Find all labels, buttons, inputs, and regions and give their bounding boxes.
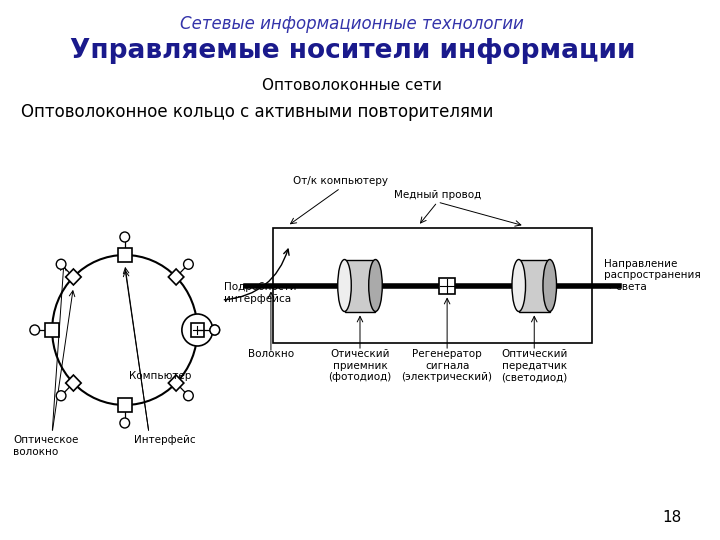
Text: Направление
распространения
→ света: Направление распространения → света xyxy=(604,259,701,292)
Text: Оптическое
волокно: Оптическое волокно xyxy=(14,435,78,457)
Polygon shape xyxy=(168,269,184,285)
Text: Оптоволоконное кольцо с активными повторителями: Оптоволоконное кольцо с активными повтор… xyxy=(21,103,493,121)
Text: Волокно: Волокно xyxy=(248,349,294,359)
Text: Интерфейс: Интерфейс xyxy=(135,435,196,445)
Polygon shape xyxy=(118,398,132,412)
Circle shape xyxy=(184,391,193,401)
Text: Компьютер: Компьютер xyxy=(129,371,191,381)
Polygon shape xyxy=(344,260,376,312)
Polygon shape xyxy=(66,269,81,285)
Circle shape xyxy=(182,314,213,346)
Text: Регенератор
сигнала
(электрический): Регенератор сигнала (электрический) xyxy=(402,349,492,382)
Circle shape xyxy=(120,232,130,242)
Text: Сетевые информационные технологии: Сетевые информационные технологии xyxy=(181,15,524,33)
Ellipse shape xyxy=(338,260,351,312)
Polygon shape xyxy=(168,375,184,391)
Polygon shape xyxy=(45,323,59,337)
Circle shape xyxy=(120,418,130,428)
Text: 18: 18 xyxy=(662,510,681,525)
Text: Подробности
интерфейса: Подробности интерфейса xyxy=(225,282,297,303)
Text: Медный провод: Медный провод xyxy=(394,190,481,200)
Text: От/к компьютеру: От/к компьютеру xyxy=(293,176,388,186)
Text: Оптический
передатчик
(светодиод): Оптический передатчик (светодиод) xyxy=(501,349,567,382)
Text: Оптоволоконные сети: Оптоволоконные сети xyxy=(262,78,442,93)
Circle shape xyxy=(56,259,66,269)
Circle shape xyxy=(30,325,40,335)
Circle shape xyxy=(210,325,220,335)
Circle shape xyxy=(56,391,66,401)
Ellipse shape xyxy=(369,260,382,312)
Polygon shape xyxy=(191,323,204,337)
Polygon shape xyxy=(191,323,204,337)
Circle shape xyxy=(184,259,193,269)
Circle shape xyxy=(210,325,220,335)
FancyArrowPatch shape xyxy=(225,249,289,300)
Ellipse shape xyxy=(543,260,557,312)
Polygon shape xyxy=(439,278,455,294)
Ellipse shape xyxy=(512,260,526,312)
Text: Управляемые носители информации: Управляемые носители информации xyxy=(70,38,635,64)
Text: Отический
приемник
(фотодиод): Отический приемник (фотодиод) xyxy=(328,349,392,382)
Polygon shape xyxy=(66,375,81,391)
Polygon shape xyxy=(518,260,550,312)
Polygon shape xyxy=(118,248,132,262)
